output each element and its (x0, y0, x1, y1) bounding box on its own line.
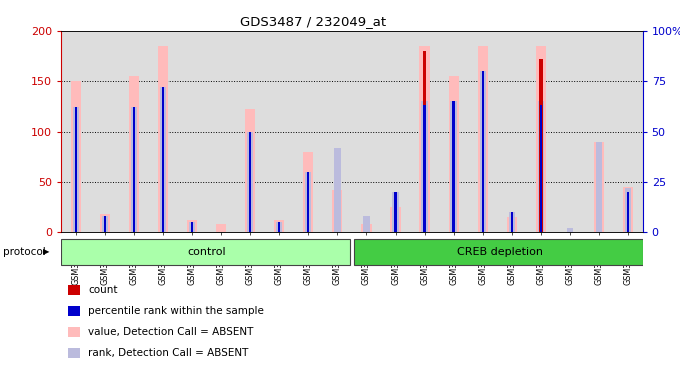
Bar (422, 101, 428, 232)
Bar (307, 172, 309, 232)
Bar (278, 222, 280, 232)
Bar (100, 214, 110, 232)
Bar (538, 101, 544, 232)
Bar (363, 216, 370, 232)
Bar (536, 46, 546, 232)
Bar (452, 101, 455, 232)
Bar (511, 212, 513, 232)
Bar (101, 216, 108, 232)
Bar (390, 207, 401, 232)
Bar (216, 224, 226, 232)
Bar (334, 147, 341, 232)
Bar (539, 59, 543, 232)
Bar (623, 187, 633, 232)
Bar (477, 46, 488, 232)
Bar (131, 107, 137, 232)
Bar (73, 107, 79, 232)
Bar (160, 87, 166, 232)
Bar (276, 222, 282, 232)
Text: percentile rank within the sample: percentile rank within the sample (88, 306, 265, 316)
Bar (245, 109, 255, 232)
Text: CREB depletion: CREB depletion (456, 247, 543, 257)
FancyBboxPatch shape (61, 239, 350, 265)
Bar (540, 105, 542, 232)
Bar (189, 222, 195, 232)
Bar (71, 81, 81, 232)
Bar (481, 71, 484, 232)
Bar (392, 192, 398, 232)
Bar (566, 228, 573, 232)
Bar (420, 46, 430, 232)
Bar (625, 188, 631, 232)
Text: ▶: ▶ (43, 247, 50, 257)
Bar (247, 131, 254, 232)
Bar (133, 107, 135, 232)
Text: count: count (88, 285, 118, 295)
Bar (449, 76, 459, 232)
Bar (158, 46, 168, 232)
FancyBboxPatch shape (354, 239, 643, 265)
Bar (162, 87, 164, 232)
Text: control: control (187, 247, 226, 257)
Bar (361, 224, 371, 232)
Bar (333, 190, 343, 232)
Bar (627, 192, 629, 232)
Bar (187, 220, 197, 232)
Text: protocol: protocol (3, 247, 46, 257)
Bar (274, 220, 284, 232)
Bar (103, 216, 106, 232)
Bar (75, 107, 77, 232)
Text: GDS3487 / 232049_at: GDS3487 / 232049_at (240, 15, 386, 28)
Bar (596, 142, 602, 232)
Bar (249, 131, 252, 232)
Text: rank, Detection Call = ABSENT: rank, Detection Call = ABSENT (88, 348, 249, 358)
Bar (507, 217, 517, 232)
Bar (509, 212, 515, 232)
Bar (191, 222, 193, 232)
Bar (303, 152, 313, 232)
Bar (423, 51, 426, 232)
Bar (305, 172, 311, 232)
Bar (450, 101, 457, 232)
Bar (594, 142, 604, 232)
Text: value, Detection Call = ABSENT: value, Detection Call = ABSENT (88, 327, 254, 337)
Bar (424, 105, 426, 232)
Bar (129, 76, 139, 232)
Bar (394, 192, 396, 232)
Bar (479, 71, 486, 232)
